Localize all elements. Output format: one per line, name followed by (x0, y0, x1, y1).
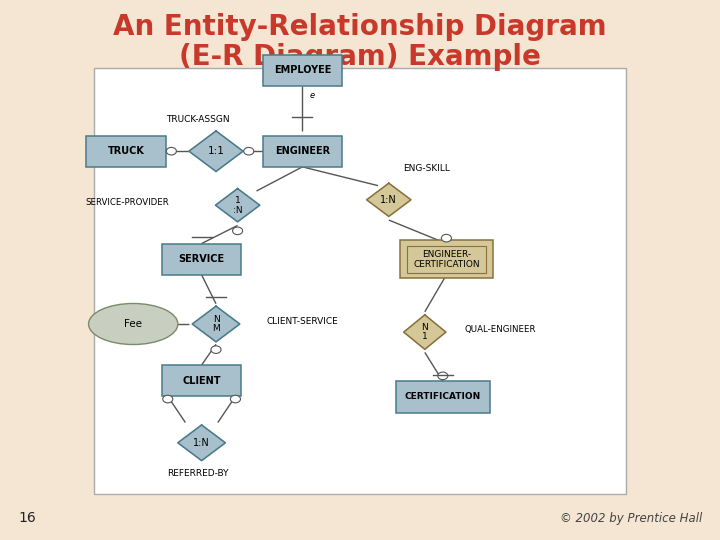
FancyBboxPatch shape (162, 365, 241, 396)
Text: REFERRED-BY: REFERRED-BY (167, 469, 229, 478)
Text: 1:N: 1:N (380, 195, 397, 205)
Text: Fee: Fee (124, 319, 142, 329)
FancyBboxPatch shape (263, 55, 342, 86)
Text: ENGINEER: ENGINEER (275, 146, 330, 156)
Text: N
1: N 1 (421, 323, 428, 341)
Text: CERTIFICATION: CERTIFICATION (405, 393, 481, 401)
FancyBboxPatch shape (86, 136, 166, 167)
Text: EMPLOYEE: EMPLOYEE (274, 65, 331, 75)
Text: N
M: N M (212, 315, 220, 333)
Text: 1
:N: 1 :N (233, 196, 243, 214)
Ellipse shape (89, 303, 178, 345)
Text: TRUCK-ASSGN: TRUCK-ASSGN (166, 114, 230, 124)
Text: e: e (310, 91, 315, 100)
Circle shape (211, 346, 221, 353)
Circle shape (243, 147, 253, 155)
Text: © 2002 by Prentice Hall: © 2002 by Prentice Hall (559, 512, 702, 525)
Polygon shape (404, 315, 446, 349)
Polygon shape (189, 131, 243, 172)
Polygon shape (215, 188, 260, 222)
Text: ENG-SKILL: ENG-SKILL (403, 164, 450, 173)
Text: 1:N: 1:N (193, 438, 210, 448)
Text: 1:1: 1:1 (207, 146, 225, 156)
Text: An Entity-Relationship Diagram: An Entity-Relationship Diagram (113, 13, 607, 41)
FancyBboxPatch shape (162, 244, 241, 275)
Polygon shape (366, 183, 411, 217)
Text: (E-R Diagram) Example: (E-R Diagram) Example (179, 43, 541, 71)
FancyBboxPatch shape (94, 68, 626, 494)
Circle shape (166, 147, 176, 155)
Text: ENGINEER-
CERTIFICATION: ENGINEER- CERTIFICATION (413, 250, 480, 268)
Polygon shape (192, 306, 240, 342)
FancyBboxPatch shape (400, 240, 493, 278)
Text: 16: 16 (18, 511, 36, 525)
Text: TRUCK: TRUCK (107, 146, 145, 156)
Text: QUAL-ENGINEER: QUAL-ENGINEER (464, 325, 536, 334)
Circle shape (163, 395, 173, 403)
Circle shape (441, 234, 451, 242)
Circle shape (230, 395, 240, 403)
Circle shape (233, 227, 243, 234)
FancyBboxPatch shape (263, 136, 342, 167)
Circle shape (438, 372, 448, 380)
FancyBboxPatch shape (396, 381, 490, 413)
Polygon shape (178, 425, 225, 461)
Text: CLIENT-SERVICE: CLIENT-SERVICE (266, 317, 338, 326)
Text: SERVICE-PROVIDER: SERVICE-PROVIDER (86, 198, 169, 207)
Text: SERVICE: SERVICE (179, 254, 225, 264)
Text: CLIENT: CLIENT (182, 376, 221, 386)
